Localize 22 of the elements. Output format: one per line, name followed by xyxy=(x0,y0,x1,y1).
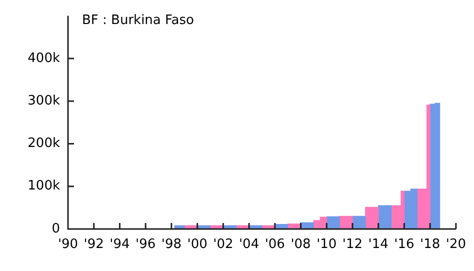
x-tick-label: '16 xyxy=(394,237,414,252)
x-tick-label: '14 xyxy=(368,237,388,252)
y-tick-label: 300k xyxy=(28,93,60,108)
x-tick-label: '20 xyxy=(446,237,466,252)
x-tick-label: '94 xyxy=(110,237,130,252)
x-tick-label: '96 xyxy=(136,237,156,252)
x-tick-label: '02 xyxy=(213,237,234,252)
x-tick-label: '18 xyxy=(420,237,440,252)
x-tick-label: '10 xyxy=(316,237,337,252)
y-tick-label: 400k xyxy=(28,50,60,66)
chart-title: BF : Burkina Faso xyxy=(82,13,194,28)
x-tick-label: '06 xyxy=(264,237,285,252)
x-tick-label: '90 xyxy=(58,237,78,252)
x-tick-label: '00 xyxy=(187,237,208,252)
x-tick-label: '04 xyxy=(238,237,260,252)
x-tick-label: '08 xyxy=(290,237,311,252)
y-tick-label: 0 xyxy=(52,221,60,236)
x-tick-label: '12 xyxy=(342,237,363,252)
y-tick-label: 200k xyxy=(28,136,60,152)
x-tick-label: '98 xyxy=(161,237,182,252)
y-tick-label: 100k xyxy=(28,178,60,194)
x-tick-label: '92 xyxy=(84,237,104,252)
